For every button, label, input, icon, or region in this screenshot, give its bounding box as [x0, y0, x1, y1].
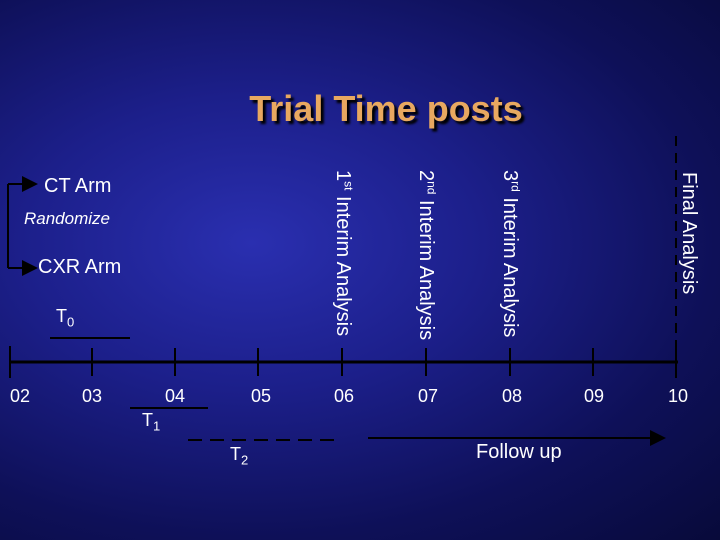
interim-analysis-2: 2nd Interim Analysis: [415, 170, 439, 341]
year-09: 09: [583, 386, 605, 406]
randomize-label: Randomize: [24, 209, 110, 228]
randomize-bracket: [7, 176, 38, 276]
year-04: 04: [164, 386, 186, 406]
slide-title: Trial Time posts: [249, 88, 523, 129]
year-05: 05: [250, 386, 272, 406]
year-07: 07: [417, 386, 439, 406]
t0-label: T0: [56, 306, 75, 330]
year-06: 06: [333, 386, 355, 406]
final-analysis-label: Final Analysis: [678, 172, 700, 295]
axis-ticks: [9, 346, 677, 378]
year-08: 08: [501, 386, 523, 406]
interim-analysis-3: 3rd Interim Analysis: [499, 170, 523, 338]
year-10: 10: [667, 386, 689, 406]
ct-arm-label: CT Arm: [44, 175, 112, 197]
year-02: 02: [9, 386, 31, 406]
year-03: 03: [81, 386, 103, 406]
t2-label: T2: [230, 444, 249, 468]
follow-up-label: Follow up: [476, 441, 562, 463]
cxr-arm-label: CXR Arm: [38, 256, 122, 278]
interim-analysis-1: 1st Interim Analysis: [332, 170, 356, 337]
t1-label: T1: [142, 410, 161, 434]
